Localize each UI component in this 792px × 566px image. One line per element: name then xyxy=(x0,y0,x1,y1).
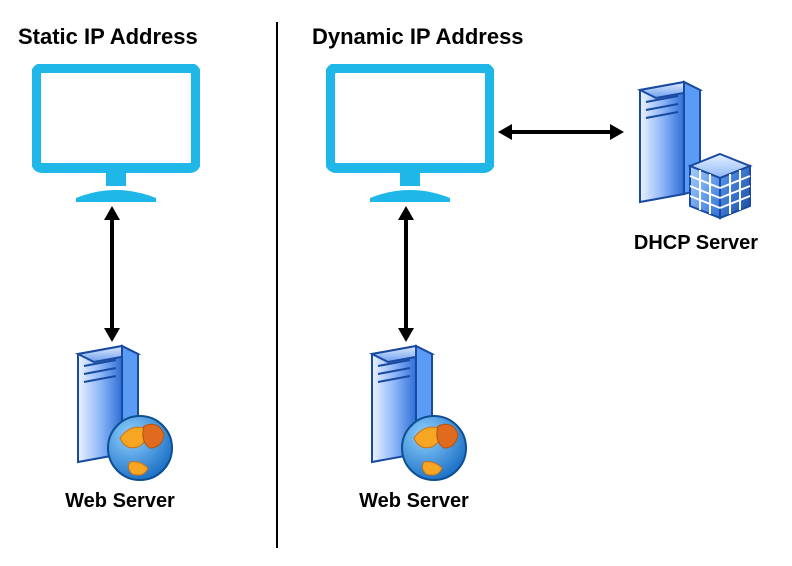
right-web-server-label: Web Server xyxy=(344,490,484,513)
panel-divider xyxy=(276,22,278,548)
right-monitor-icon xyxy=(326,64,494,204)
dhcp-server-label: DHCP Server xyxy=(616,232,776,255)
left-web-server-icon xyxy=(58,342,188,482)
right-web-server-icon xyxy=(352,342,482,482)
right-arrow-vertical-icon xyxy=(394,206,418,342)
dhcp-server-icon xyxy=(624,76,764,226)
left-panel-title: Static IP Address xyxy=(18,24,198,50)
left-arrow-vertical-icon xyxy=(100,206,124,342)
left-web-server-label: Web Server xyxy=(50,490,190,513)
left-monitor-icon xyxy=(32,64,200,204)
right-panel-title: Dynamic IP Address xyxy=(312,24,524,50)
right-arrow-horizontal-icon xyxy=(498,120,624,144)
